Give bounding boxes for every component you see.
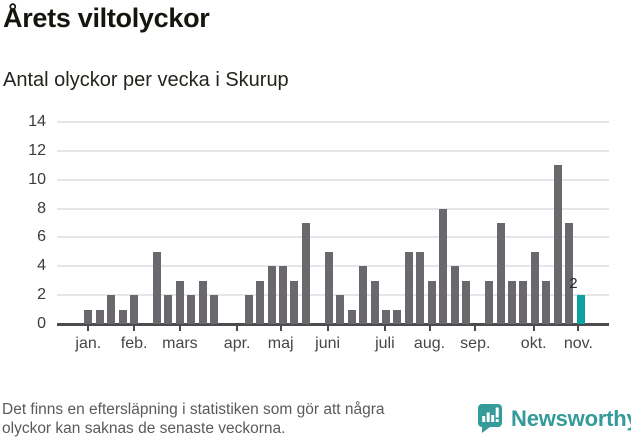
newsworthy-logo: Newsworthy <box>477 403 631 434</box>
month-tick <box>474 325 477 331</box>
bar <box>118 310 127 324</box>
month-label: sep. <box>460 335 491 352</box>
plot-area: 2 jan. feb. mars apr. maj juni juli aug. sep. okt.… <box>57 121 609 352</box>
y-axis-label: 2 <box>37 286 46 304</box>
month-label: aug. <box>413 335 446 352</box>
month-label: mars <box>162 335 198 352</box>
bar <box>84 310 93 324</box>
month-label: nov. <box>563 335 593 352</box>
month-label: okt. <box>520 335 547 352</box>
footer-note: Det finns en eftersläpning i statistiken… <box>2 401 385 438</box>
newsworthy-wordmark: Newsworthy <box>511 405 631 431</box>
gridline <box>57 207 609 210</box>
gridline <box>57 236 609 239</box>
month-label: juli <box>375 335 395 352</box>
bar <box>382 310 390 324</box>
bar <box>153 252 161 324</box>
bar <box>542 281 551 324</box>
y-axis-label: 12 <box>28 141 46 159</box>
bar <box>462 281 471 324</box>
month-tick <box>133 325 136 331</box>
newsworthy-bubble-chart-icon <box>478 404 502 433</box>
bar <box>301 223 310 324</box>
bar <box>175 281 184 324</box>
highlight-bar <box>576 295 585 324</box>
gridline <box>57 178 609 181</box>
bar-value-label: 2 <box>569 275 578 293</box>
month-tick <box>236 325 239 331</box>
bar <box>485 281 494 324</box>
bar <box>530 252 539 324</box>
month-tick <box>279 325 282 331</box>
month-label: feb. <box>120 335 148 352</box>
footer-note-line2: olyckor kan saknas de senaste veckorna. <box>2 419 286 437</box>
page-subtitle: Antal olyckor per vecka i Skurup <box>3 69 289 91</box>
bar <box>210 295 219 324</box>
y-axis-label: 4 <box>37 257 46 275</box>
gridline <box>57 265 609 268</box>
bar <box>164 295 173 324</box>
month-tick <box>326 325 329 331</box>
bar <box>95 310 104 324</box>
bar <box>324 252 333 324</box>
month-label: juni <box>315 335 341 352</box>
gridline <box>57 294 609 297</box>
month-label: apr. <box>223 335 251 352</box>
gridline <box>57 121 609 123</box>
y-axis-label: 8 <box>37 199 46 217</box>
bar <box>256 281 265 324</box>
month-tick <box>178 325 181 331</box>
month-tick <box>577 325 580 331</box>
x-axis-line <box>57 323 609 326</box>
bar-chart: 2 jan. feb. mars apr. maj juni juli aug. sep. okt.… <box>28 113 609 352</box>
month-label: jan. <box>75 335 102 352</box>
month-tick <box>532 325 535 331</box>
y-axis-label: 10 <box>28 170 46 188</box>
bar <box>439 209 448 324</box>
bar <box>187 295 196 324</box>
month-tick <box>383 325 386 331</box>
bar <box>290 281 299 324</box>
bar <box>370 281 379 324</box>
month-tick <box>87 325 90 331</box>
bar <box>393 310 402 324</box>
bar <box>278 266 287 324</box>
bar <box>267 266 276 324</box>
y-axis-label: 14 <box>28 113 46 130</box>
y-axis-label: 6 <box>37 228 46 246</box>
bar <box>496 223 505 324</box>
bar <box>130 295 139 324</box>
y-axis-label: 0 <box>37 315 46 332</box>
bar <box>336 295 345 324</box>
month-label: maj <box>267 335 294 352</box>
bar <box>565 223 574 324</box>
bar <box>507 281 516 324</box>
bar <box>450 266 459 324</box>
footer-note-line1: Det finns en eftersläpning i statistiken… <box>2 401 385 418</box>
month-tick <box>428 325 431 331</box>
bar <box>416 252 425 324</box>
bar <box>244 295 253 324</box>
bar <box>107 295 116 324</box>
bar <box>553 165 562 324</box>
bar <box>404 252 413 324</box>
bar <box>347 310 356 324</box>
bar <box>427 281 436 324</box>
gridline <box>57 149 609 152</box>
bar <box>519 281 528 324</box>
page-title: Årets viltolyckor <box>3 3 210 33</box>
bar <box>198 281 207 324</box>
bar <box>359 266 368 324</box>
